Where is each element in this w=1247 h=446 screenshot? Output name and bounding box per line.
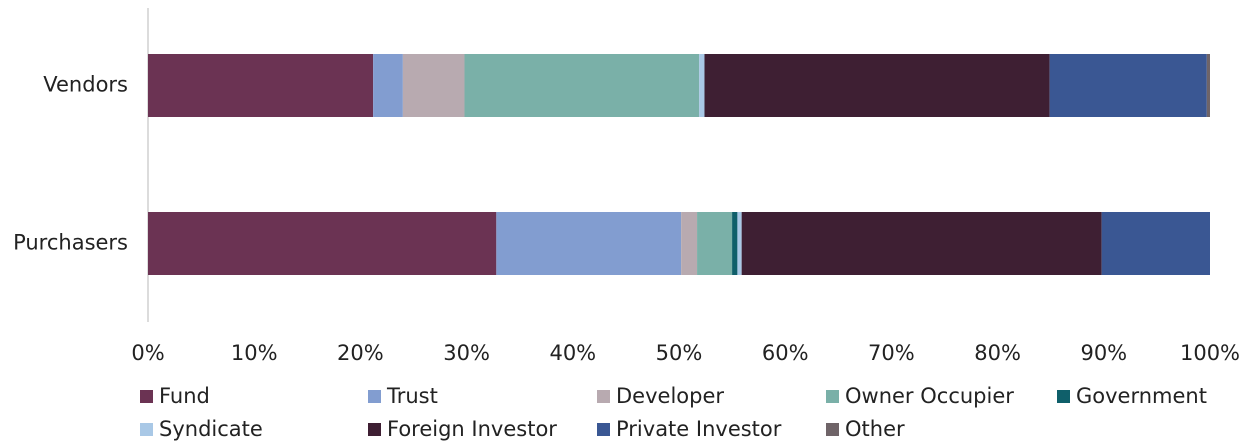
x-tick-label: 10%	[231, 341, 278, 365]
bar-segment	[402, 54, 465, 117]
x-tick-label: 70%	[868, 341, 915, 365]
x-tick-label: 100%	[1180, 341, 1240, 365]
legend-label: Fund	[159, 384, 210, 408]
bar-segment	[1206, 54, 1210, 117]
bar-segment	[148, 54, 374, 117]
legend-label: Private Investor	[616, 417, 782, 441]
legend-swatch	[1057, 390, 1070, 403]
bar-segment	[704, 54, 1050, 117]
bar-segment	[373, 54, 403, 117]
bar-segment	[699, 54, 705, 117]
legend-label: Government	[1076, 384, 1207, 408]
legend-label: Other	[845, 417, 905, 441]
bar-segment	[697, 212, 733, 275]
legend-swatch	[140, 423, 153, 436]
bar-segment	[1049, 54, 1207, 117]
legend-label: Owner Occupier	[845, 384, 1014, 408]
legend-swatch	[826, 423, 839, 436]
legend-swatch	[140, 390, 153, 403]
x-tick-label: 50%	[656, 341, 703, 365]
bar-segment	[741, 212, 1102, 275]
legend-label: Foreign Investor	[387, 417, 557, 441]
legend-label: Syndicate	[159, 417, 263, 441]
x-tick-label: 0%	[131, 341, 164, 365]
y-tick-label: Vendors	[43, 73, 128, 97]
legend-swatch	[368, 390, 381, 403]
legend-swatch	[826, 390, 839, 403]
bar-segment	[148, 212, 497, 275]
y-tick-label: Purchasers	[13, 231, 128, 255]
legend-swatch	[597, 423, 610, 436]
bar-segment	[732, 212, 738, 275]
legend-label: Developer	[616, 384, 724, 408]
x-tick-label: 30%	[443, 341, 490, 365]
bar-segment	[464, 54, 700, 117]
legend-swatch	[368, 423, 381, 436]
legend-label: Trust	[386, 384, 438, 408]
legend-swatch	[597, 390, 610, 403]
x-tick-label: 90%	[1080, 341, 1127, 365]
x-tick-label: 80%	[974, 341, 1021, 365]
x-tick-label: 20%	[337, 341, 384, 365]
x-tick-label: 40%	[549, 341, 596, 365]
bar-segment	[1101, 212, 1210, 275]
bar-segment	[681, 212, 698, 275]
bar-segment	[737, 212, 742, 275]
x-tick-label: 60%	[762, 341, 809, 365]
bar-segment	[496, 212, 682, 275]
